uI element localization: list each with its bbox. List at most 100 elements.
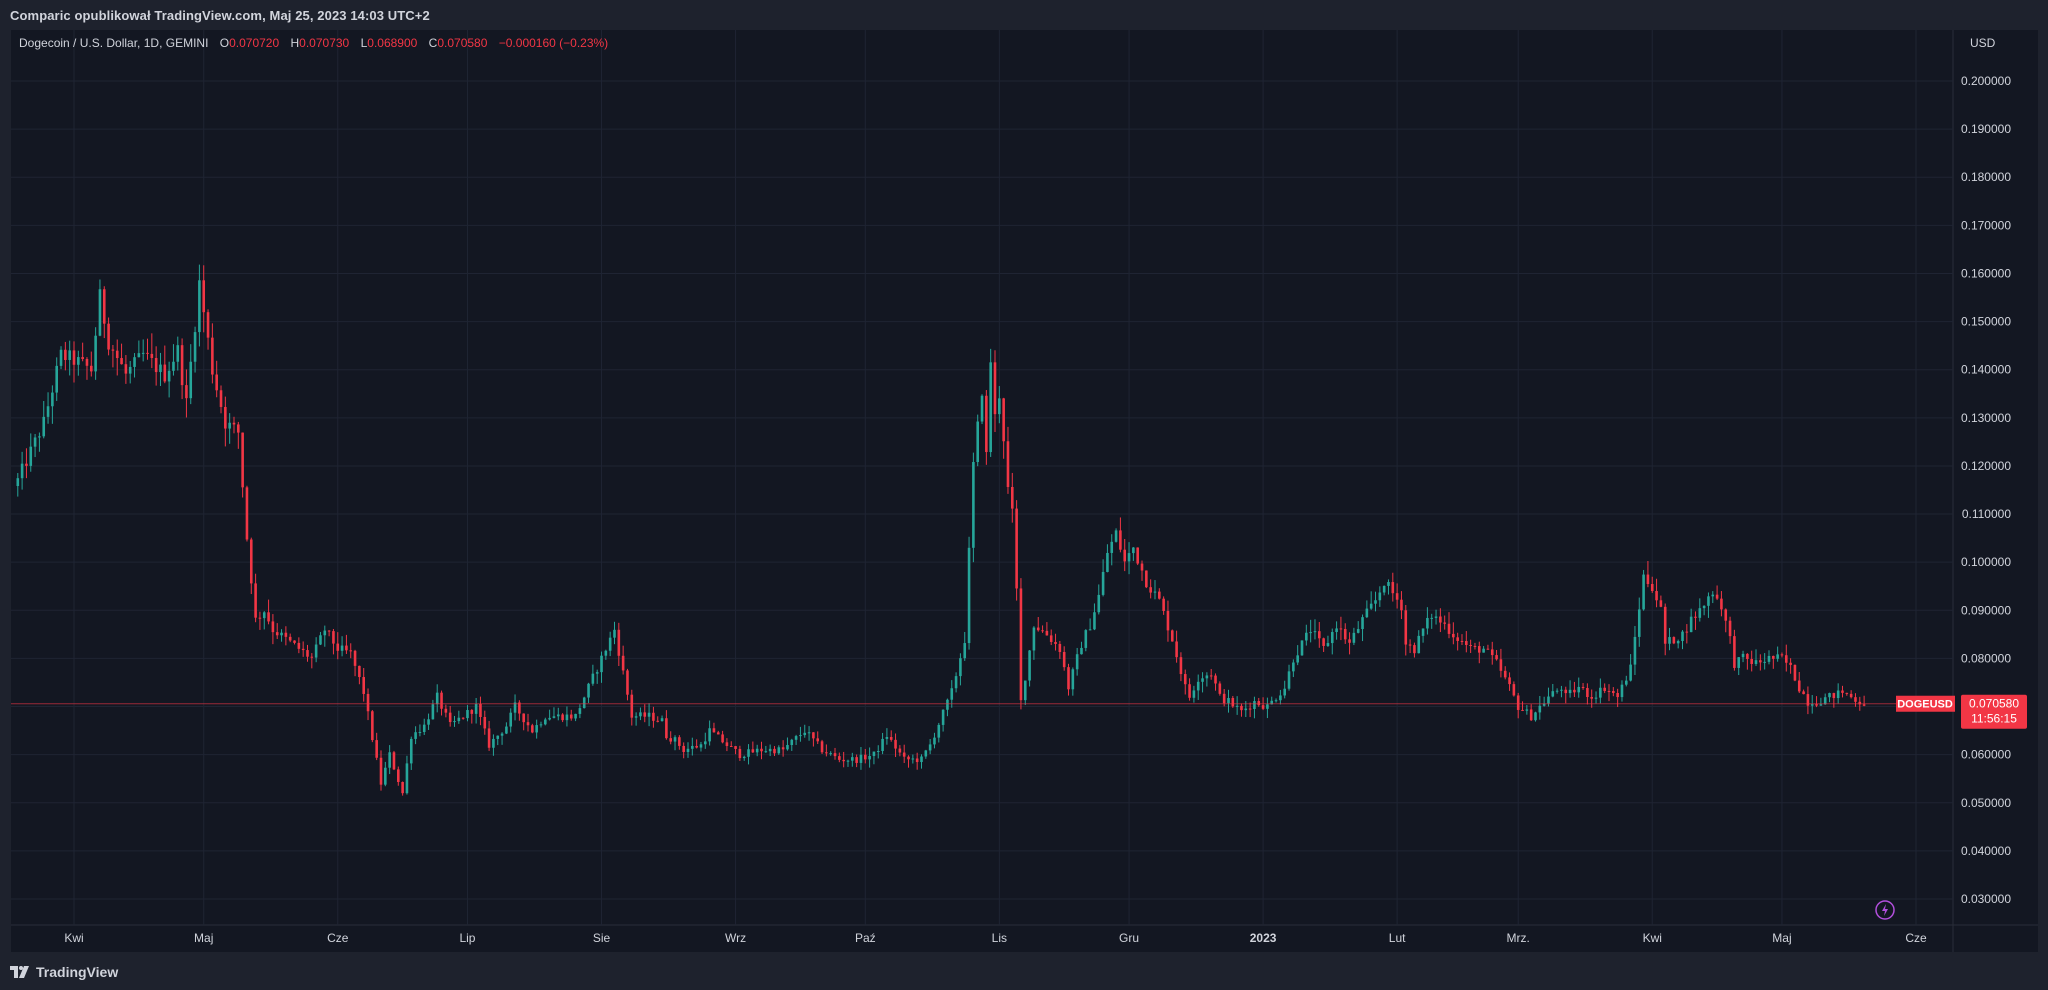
candle-body (137, 353, 141, 358)
candle-body (1192, 690, 1196, 698)
candle-body (275, 632, 279, 636)
candle-body (928, 744, 932, 751)
candle-body (64, 349, 67, 361)
candle-body (228, 422, 231, 429)
candle-body (1162, 598, 1165, 611)
candle-body (1067, 667, 1070, 690)
time-tick-label: Lis (992, 931, 1007, 945)
candle-body (1447, 623, 1451, 634)
candle-body (569, 714, 573, 719)
candle-body (1080, 647, 1083, 655)
candle-body (1170, 630, 1174, 642)
candle-body (1222, 693, 1226, 704)
candle-body (1352, 632, 1356, 643)
candle-body (907, 756, 910, 760)
candle-body (652, 712, 655, 721)
time-tick-label: Mrz. (1507, 931, 1530, 945)
candle-body (1253, 701, 1256, 709)
candle-body (617, 629, 621, 656)
candle-body (1270, 700, 1274, 705)
candle-body (1715, 594, 1719, 599)
symbol-name: Dogecoin / U.S. Dollar, 1D, GEMINI (19, 36, 209, 50)
candle-body (280, 632, 283, 636)
candle-body (794, 736, 798, 740)
candle-body (781, 747, 785, 750)
candle-body (747, 749, 750, 757)
candle-body (582, 697, 586, 709)
candle-body (1153, 591, 1157, 593)
candle-body (1763, 661, 1766, 663)
currency-label[interactable]: USD (1970, 36, 1996, 50)
candle-body (1737, 657, 1741, 668)
candle-body (340, 645, 344, 651)
candle-body (189, 361, 193, 399)
lightning-bolt-icon[interactable] (1875, 900, 1895, 920)
candle-body (972, 462, 975, 548)
candle-body (1084, 630, 1088, 648)
candle-body (1300, 640, 1304, 656)
candle-body (1145, 570, 1148, 588)
candle-body (1456, 637, 1459, 641)
candle-body (959, 658, 962, 677)
candle-body (1741, 653, 1745, 658)
time-tick-label: Maj (194, 931, 213, 945)
candle-body (1663, 606, 1667, 644)
candle-body (799, 735, 802, 737)
candle-body (1828, 693, 1831, 698)
tradingview-brand[interactable]: TradingView (10, 964, 118, 980)
candle-body (639, 712, 642, 717)
candle-body (163, 364, 167, 382)
candle-body (829, 753, 832, 755)
candle-body (1292, 662, 1295, 672)
candle-body (924, 750, 928, 757)
price-tag-value: 0.070580 (1969, 697, 2019, 711)
candle-body (1789, 662, 1792, 665)
candle-body (855, 757, 858, 763)
candle-body (1093, 612, 1096, 630)
candle-body (1257, 701, 1261, 706)
candle-body (1551, 691, 1555, 697)
candle-body (1746, 653, 1749, 659)
candle-body (535, 725, 538, 733)
candle-body (1183, 674, 1187, 685)
price-tick-label: 0.140000 (1961, 363, 2011, 377)
time-tick-label: Cze (327, 931, 349, 945)
candle-body (1529, 709, 1533, 721)
candle-body (863, 754, 867, 760)
candle-body (1101, 571, 1105, 595)
candle-body (1836, 690, 1840, 699)
candle-body (634, 716, 638, 718)
candle-body (1343, 628, 1347, 640)
candle-body (288, 636, 292, 641)
candle-body (1188, 684, 1191, 698)
candle-body (1119, 530, 1122, 550)
candle-body (1849, 693, 1853, 698)
candle-body (500, 733, 504, 736)
candle-body (1214, 675, 1217, 684)
candle-body (349, 650, 353, 652)
candle-body (1287, 671, 1291, 689)
price-tick-label: 0.200000 (1961, 74, 2011, 88)
candle-body (1650, 584, 1654, 592)
price-tick-label: 0.190000 (1961, 122, 2011, 136)
candle-body (1698, 608, 1702, 618)
candle-body (1041, 630, 1044, 632)
candle-body (1417, 635, 1421, 654)
candle-body (1132, 547, 1135, 554)
candle-body (396, 769, 400, 782)
candle-body (786, 744, 789, 750)
candle-body (1296, 655, 1299, 663)
candle-body (1854, 697, 1857, 702)
open-value: 0.070720 (229, 36, 280, 50)
candle-body (409, 738, 413, 764)
candle-body (846, 760, 850, 762)
chart-area[interactable]: 0.0300000.0400000.0500000.0600000.070000… (11, 30, 2038, 952)
candle-body (1205, 675, 1209, 679)
candle-body (1110, 541, 1114, 553)
candle-body (963, 643, 967, 659)
candle-body (773, 748, 776, 754)
candle-body (1772, 655, 1775, 659)
candlestick-chart[interactable]: 0.0300000.0400000.0500000.0600000.070000… (11, 30, 2038, 952)
tradingview-logo-icon (10, 966, 30, 978)
candle-body (876, 751, 880, 753)
